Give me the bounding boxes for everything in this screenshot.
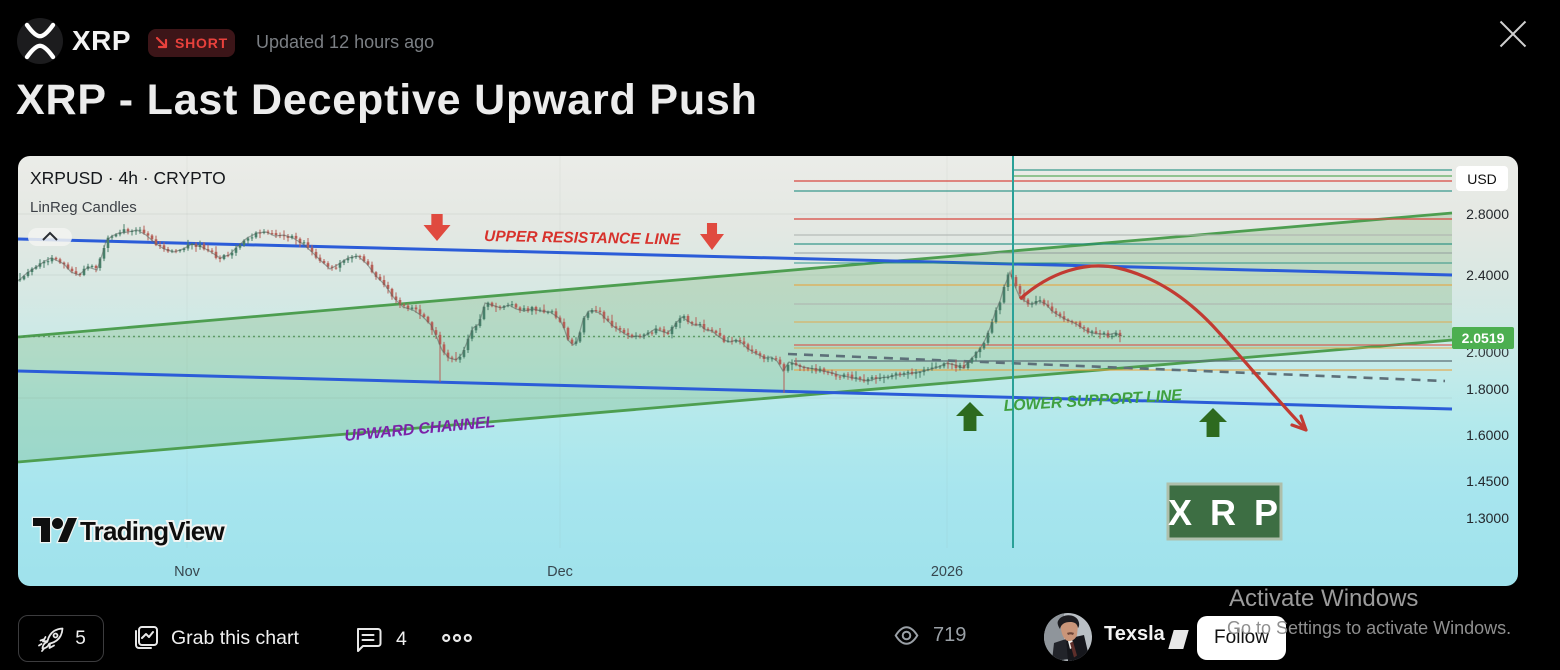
svg-text:Nov: Nov xyxy=(174,564,201,580)
svg-text:USD: USD xyxy=(1467,171,1497,187)
svg-text:Dec: Dec xyxy=(547,564,573,580)
svg-text:1.8000: 1.8000 xyxy=(1466,381,1509,397)
svg-text:1.6000: 1.6000 xyxy=(1466,427,1509,443)
svg-text:1.3000: 1.3000 xyxy=(1466,510,1509,526)
svg-text:2026: 2026 xyxy=(931,564,963,580)
svg-text:1.4500: 1.4500 xyxy=(1466,473,1509,489)
svg-text:X R P: X R P xyxy=(1168,492,1282,533)
svg-text:TradingView: TradingView xyxy=(80,516,225,546)
svg-text:UPPER RESISTANCE LINE: UPPER RESISTANCE LINE xyxy=(484,228,681,248)
svg-text:2.0519: 2.0519 xyxy=(1462,330,1505,346)
svg-text:2.4000: 2.4000 xyxy=(1466,267,1509,283)
svg-text:LinReg Candles: LinReg Candles xyxy=(30,199,137,216)
svg-text:2.8000: 2.8000 xyxy=(1466,206,1509,222)
svg-text:LOWER SUPPORT LINE: LOWER SUPPORT LINE xyxy=(1003,387,1184,415)
svg-text:XRPUSD · 4h · CRYPTO: XRPUSD · 4h · CRYPTO xyxy=(30,168,226,188)
